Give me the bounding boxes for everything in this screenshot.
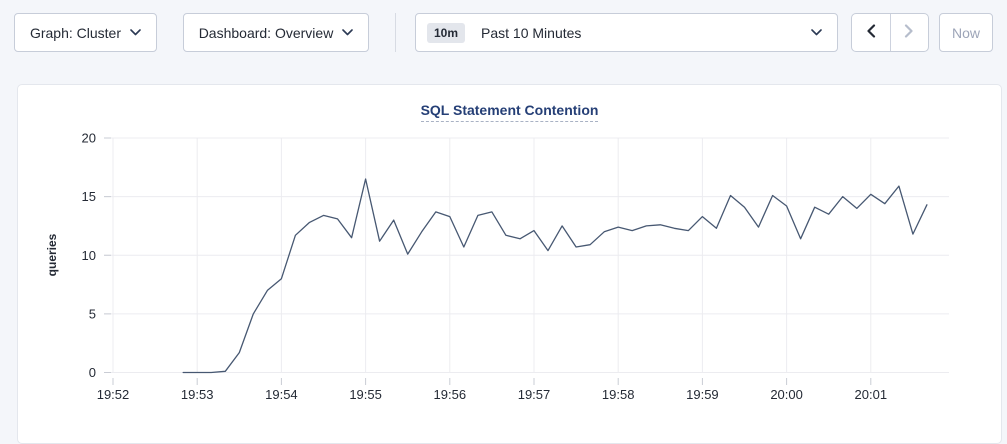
svg-text:20: 20 (82, 131, 96, 146)
graph-dropdown[interactable]: Graph: Cluster (14, 13, 157, 52)
time-range-dropdown[interactable]: 10m Past 10 Minutes (415, 13, 838, 52)
contention-line-chart: 0 5 10 15 20 19:52 19:53 19:54 19:55 19:56 19:57 19… (45, 131, 949, 402)
svg-text:19:52: 19:52 (97, 387, 130, 402)
dashboard-dropdown-label: Dashboard: Overview (198, 24, 334, 41)
svg-text:19:56: 19:56 (434, 387, 467, 402)
chevron-right-icon (904, 24, 914, 41)
svg-text:0: 0 (89, 365, 96, 380)
svg-text:19:57: 19:57 (518, 387, 551, 402)
chart-title-row: SQL Statement Contention (18, 102, 1001, 122)
svg-text:10: 10 (82, 248, 96, 263)
svg-text:20:00: 20:00 (770, 387, 803, 402)
dashboard-dropdown[interactable]: Dashboard: Overview (183, 13, 369, 52)
time-range-badge: 10m (427, 22, 466, 43)
chevron-down-icon (130, 29, 141, 36)
chart-card: SQL Statement Contention 0 5 10 15 20 19:52 19… (17, 84, 1002, 444)
prev-time-button[interactable] (852, 14, 891, 51)
svg-text:15: 15 (82, 189, 96, 204)
svg-text:19:54: 19:54 (265, 387, 298, 402)
chevron-down-icon (342, 29, 354, 36)
svg-text:queries: queries (45, 233, 59, 276)
chart-title[interactable]: SQL Statement Contention (420, 102, 599, 122)
svg-text:19:55: 19:55 (349, 387, 382, 402)
now-button[interactable]: Now (939, 13, 993, 52)
page: { "toolbar": { "graph_dropdown": { "labe… (14, 13, 1002, 444)
next-time-button[interactable] (891, 14, 929, 51)
now-button-label: Now (951, 24, 980, 41)
svg-text:19:59: 19:59 (686, 387, 719, 402)
svg-text:20:01: 20:01 (855, 387, 888, 402)
chevron-down-icon (811, 29, 822, 36)
time-range-label: Past 10 Minutes (481, 24, 582, 41)
toolbar-divider (395, 13, 396, 52)
time-step-buttons (851, 13, 929, 52)
svg-text:5: 5 (89, 306, 96, 321)
graph-dropdown-label: Graph: Cluster (29, 24, 122, 41)
svg-text:19:58: 19:58 (602, 387, 635, 402)
svg-text:19:53: 19:53 (181, 387, 214, 402)
chevron-left-icon (866, 24, 876, 41)
